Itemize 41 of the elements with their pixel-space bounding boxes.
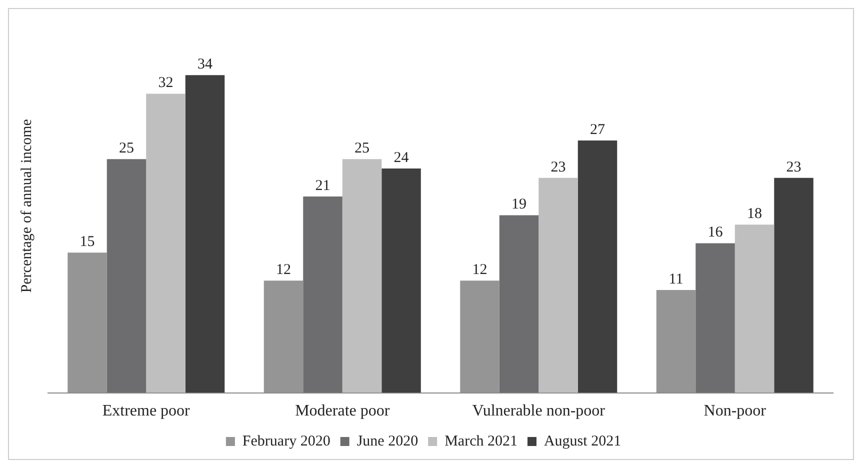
data-label: 11 (668, 271, 684, 288)
data-label: 23 (550, 159, 566, 176)
bar (342, 159, 382, 393)
bar (185, 75, 225, 393)
bar (696, 243, 735, 393)
bar (656, 290, 696, 393)
legend-label: August 2021 (544, 433, 622, 450)
data-label: 24 (394, 150, 410, 166)
bar (264, 280, 304, 393)
data-label: 32 (158, 75, 174, 92)
bar (538, 178, 578, 393)
y-axis-title: Percentage of annual income (18, 118, 35, 293)
bar (499, 215, 539, 393)
bar (68, 252, 107, 393)
x-tick-label: Non-poor (704, 402, 767, 420)
x-tick-label: Moderate poor (295, 402, 390, 420)
bar (774, 178, 814, 393)
bar (460, 280, 500, 393)
bar (303, 196, 342, 393)
bar (734, 224, 774, 393)
data-label: 21 (315, 178, 330, 194)
x-tick-label: Vulnerable non-poor (472, 402, 606, 420)
bar (382, 168, 421, 393)
data-label: 27 (590, 122, 606, 138)
bar (578, 140, 618, 393)
data-label: 16 (708, 224, 724, 241)
data-label: 34 (198, 56, 213, 73)
legend-label: February 2020 (242, 433, 330, 450)
data-label: 15 (80, 234, 95, 250)
data-label: 12 (472, 262, 488, 278)
x-tick-label: Extreme poor (102, 402, 191, 420)
data-label: 18 (747, 206, 762, 222)
data-label: 19 (512, 196, 526, 213)
data-label: 25 (119, 140, 134, 157)
bar (146, 94, 186, 393)
legend-label: June 2020 (356, 433, 418, 450)
data-label: 23 (786, 159, 802, 176)
legend-label: March 2021 (444, 433, 518, 450)
data-label: 12 (276, 262, 291, 278)
bar (106, 159, 146, 393)
data-label: 25 (354, 140, 370, 157)
